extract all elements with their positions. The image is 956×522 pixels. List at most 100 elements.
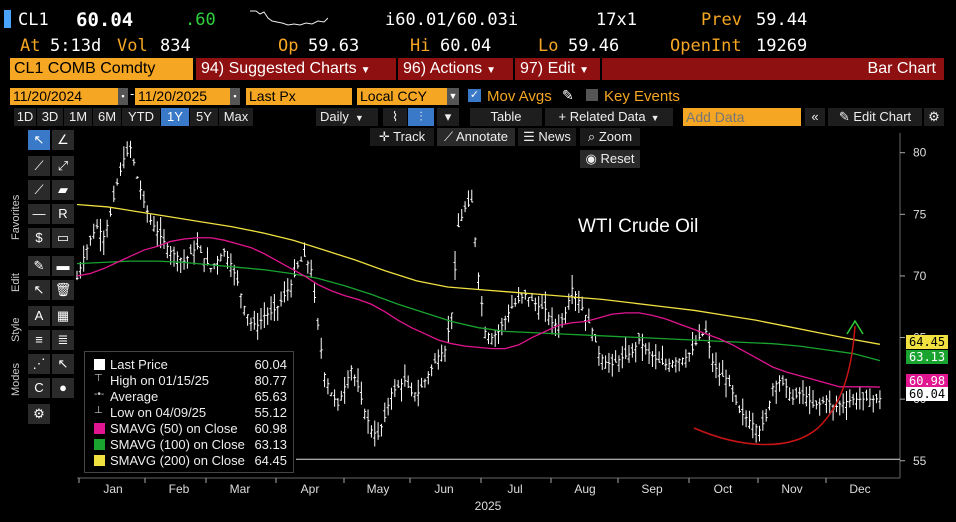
segment-icon[interactable]: ⟋: [28, 180, 50, 200]
x-tick-label: Sep: [641, 482, 663, 496]
edit-tab[interactable]: Edit: [10, 273, 22, 292]
cursor-icon[interactable]: ↖: [28, 130, 50, 150]
suggested-charts-menu[interactable]: 94) Suggested Charts ▼: [196, 58, 396, 80]
sma50-line[interactable]: [76, 237, 880, 388]
currency-select[interactable]: Local CCY: [357, 88, 447, 105]
legend-row[interactable]: SMAVG (200) on Close 64.45: [85, 453, 291, 469]
legend-row[interactable]: Last Price 60.04: [85, 357, 291, 373]
legend-marker-icon: ⊤: [94, 373, 103, 384]
chevron-down-icon[interactable]: ▼: [447, 88, 459, 105]
text-style-icon[interactable]: A: [28, 306, 50, 326]
pointer-plus-icon[interactable]: ↖: [52, 354, 74, 374]
bar-chart-icon[interactable]: ⫶: [408, 108, 434, 126]
palette-icon[interactable]: ●: [52, 378, 74, 398]
legend-value: 80.77: [254, 373, 287, 388]
key-events-label: Key Events: [604, 88, 680, 105]
period-5y[interactable]: 5Y: [190, 108, 218, 126]
gear-icon[interactable]: ⚙: [924, 108, 944, 126]
fill-color-icon[interactable]: ▦: [52, 306, 74, 326]
frequency-select[interactable]: Daily ▼: [316, 108, 378, 126]
edit-menu[interactable]: 97) Edit ▼: [515, 58, 600, 80]
trendline-icon[interactable]: ⟋: [28, 156, 50, 176]
low-label: Lo: [538, 36, 559, 56]
news-icon: ☰: [523, 129, 539, 144]
modes-tab[interactable]: Modes: [10, 362, 22, 396]
channel-icon[interactable]: ▰: [52, 180, 74, 200]
line-chart-icon[interactable]: ⌇: [383, 108, 407, 126]
annotate-button[interactable]: ⟋ Annotate: [437, 128, 515, 146]
open-interest: 19269: [756, 36, 808, 56]
legend-row[interactable]: -•- Average 65.63: [85, 389, 291, 405]
edit-chart-label: Edit Chart: [853, 109, 912, 124]
search-icon: ⌕: [587, 129, 599, 144]
edit-chart-button[interactable]: ✎ Edit Chart: [828, 108, 922, 126]
favorites-tab[interactable]: Favorites: [10, 194, 22, 240]
color-picker-icon[interactable]: ▬: [52, 256, 74, 276]
end-date-input[interactable]: 11/20/2025: [135, 88, 230, 105]
chart-annotation-text[interactable]: WTI Crude Oil: [578, 216, 699, 237]
calendar-icon[interactable]: ▪: [118, 88, 128, 105]
related-data-button[interactable]: + Related Data ▼: [545, 108, 673, 126]
dashed-line-icon[interactable]: ⋰: [28, 354, 50, 374]
legend-label: SMAVG (100) on Close: [110, 437, 245, 452]
news-button[interactable]: ☰ News: [518, 128, 576, 146]
select-edit-icon[interactable]: ↖: [28, 280, 50, 300]
chevron-down-icon[interactable]: ▾: [437, 108, 459, 126]
period-1y[interactable]: 1Y: [161, 108, 189, 126]
legend-row[interactable]: ⊤ High on 01/15/25 80.77: [85, 373, 291, 389]
collapse-left-icon[interactable]: «: [805, 108, 825, 126]
security-field[interactable]: CL1 COMB Comdty: [10, 58, 193, 80]
open-price: 59.63: [308, 36, 360, 56]
sma100-line[interactable]: [76, 260, 881, 362]
period-max[interactable]: Max: [219, 108, 253, 126]
line-draw-icon[interactable]: ∠: [52, 130, 74, 150]
period-3d[interactable]: 3D: [37, 108, 63, 126]
horizontal-line-icon[interactable]: —: [28, 204, 50, 224]
reset-button[interactable]: ◉ Reset: [580, 150, 640, 168]
x-tick-label: Apr: [301, 482, 320, 496]
trash-icon[interactable]: 🗑: [52, 280, 74, 300]
line-weight-icon[interactable]: ≣: [52, 330, 74, 350]
prev-close: 59.44: [756, 10, 808, 30]
period-1d[interactable]: 1D: [14, 108, 36, 126]
ray-icon[interactable]: ⤢: [52, 156, 74, 176]
actions-menu[interactable]: 96) Actions ▼: [398, 58, 513, 80]
style-tab[interactable]: Style: [10, 317, 22, 342]
x-tick-label: Aug: [574, 482, 595, 496]
vol-label: Vol: [117, 36, 148, 56]
legend-row[interactable]: ⊥ Low on 04/09/25 55.12: [85, 405, 291, 421]
gear-icon[interactable]: ⚙: [28, 404, 50, 424]
period-1m[interactable]: 1M: [64, 108, 92, 126]
start-date-input[interactable]: 11/20/2024: [10, 88, 118, 105]
magnet-icon[interactable]: C: [28, 378, 50, 398]
track-button[interactable]: ✛ Track: [370, 128, 434, 146]
pencil-icon[interactable]: ✎: [562, 87, 574, 103]
up-arrow-icon: [846, 319, 864, 335]
retracement-icon[interactable]: R: [52, 204, 74, 224]
legend-row[interactable]: SMAVG (100) on Close 63.13: [85, 437, 291, 453]
field-select[interactable]: Last Px: [246, 88, 352, 105]
legend-row[interactable]: SMAVG (50) on Close 60.98: [85, 421, 291, 437]
chevron-down-icon: ▼: [650, 113, 660, 123]
line-style-icon[interactable]: ≡: [28, 330, 50, 350]
price-change: .60: [185, 10, 216, 30]
chart-legend[interactable]: Last Price 60.04 ⊤ High on 01/15/25 80.77 -•-…: [84, 351, 294, 473]
legend-value: 63.13: [254, 437, 287, 452]
pen-icon[interactable]: ✎: [28, 256, 50, 276]
period-6m[interactable]: 6M: [93, 108, 121, 126]
table-button[interactable]: Table: [470, 108, 542, 126]
mov-avgs-checkbox[interactable]: ✓: [468, 89, 481, 102]
price-label-icon[interactable]: $: [28, 228, 50, 248]
rectangle-icon[interactable]: ▭: [52, 228, 74, 248]
edit-label: 97) Edit: [520, 60, 576, 77]
zoom-button[interactable]: ⌕ Zoom: [580, 128, 640, 146]
projection-curve[interactable]: [693, 325, 856, 446]
calendar-icon[interactable]: ▪: [230, 88, 240, 105]
frequency-label: Daily: [320, 109, 349, 124]
chevron-down-icon: ▼: [486, 65, 497, 76]
add-data-input[interactable]: [683, 108, 801, 126]
period-ytd[interactable]: YTD: [122, 108, 160, 126]
key-events-checkbox[interactable]: [586, 89, 598, 101]
sma200-line[interactable]: [76, 203, 881, 345]
